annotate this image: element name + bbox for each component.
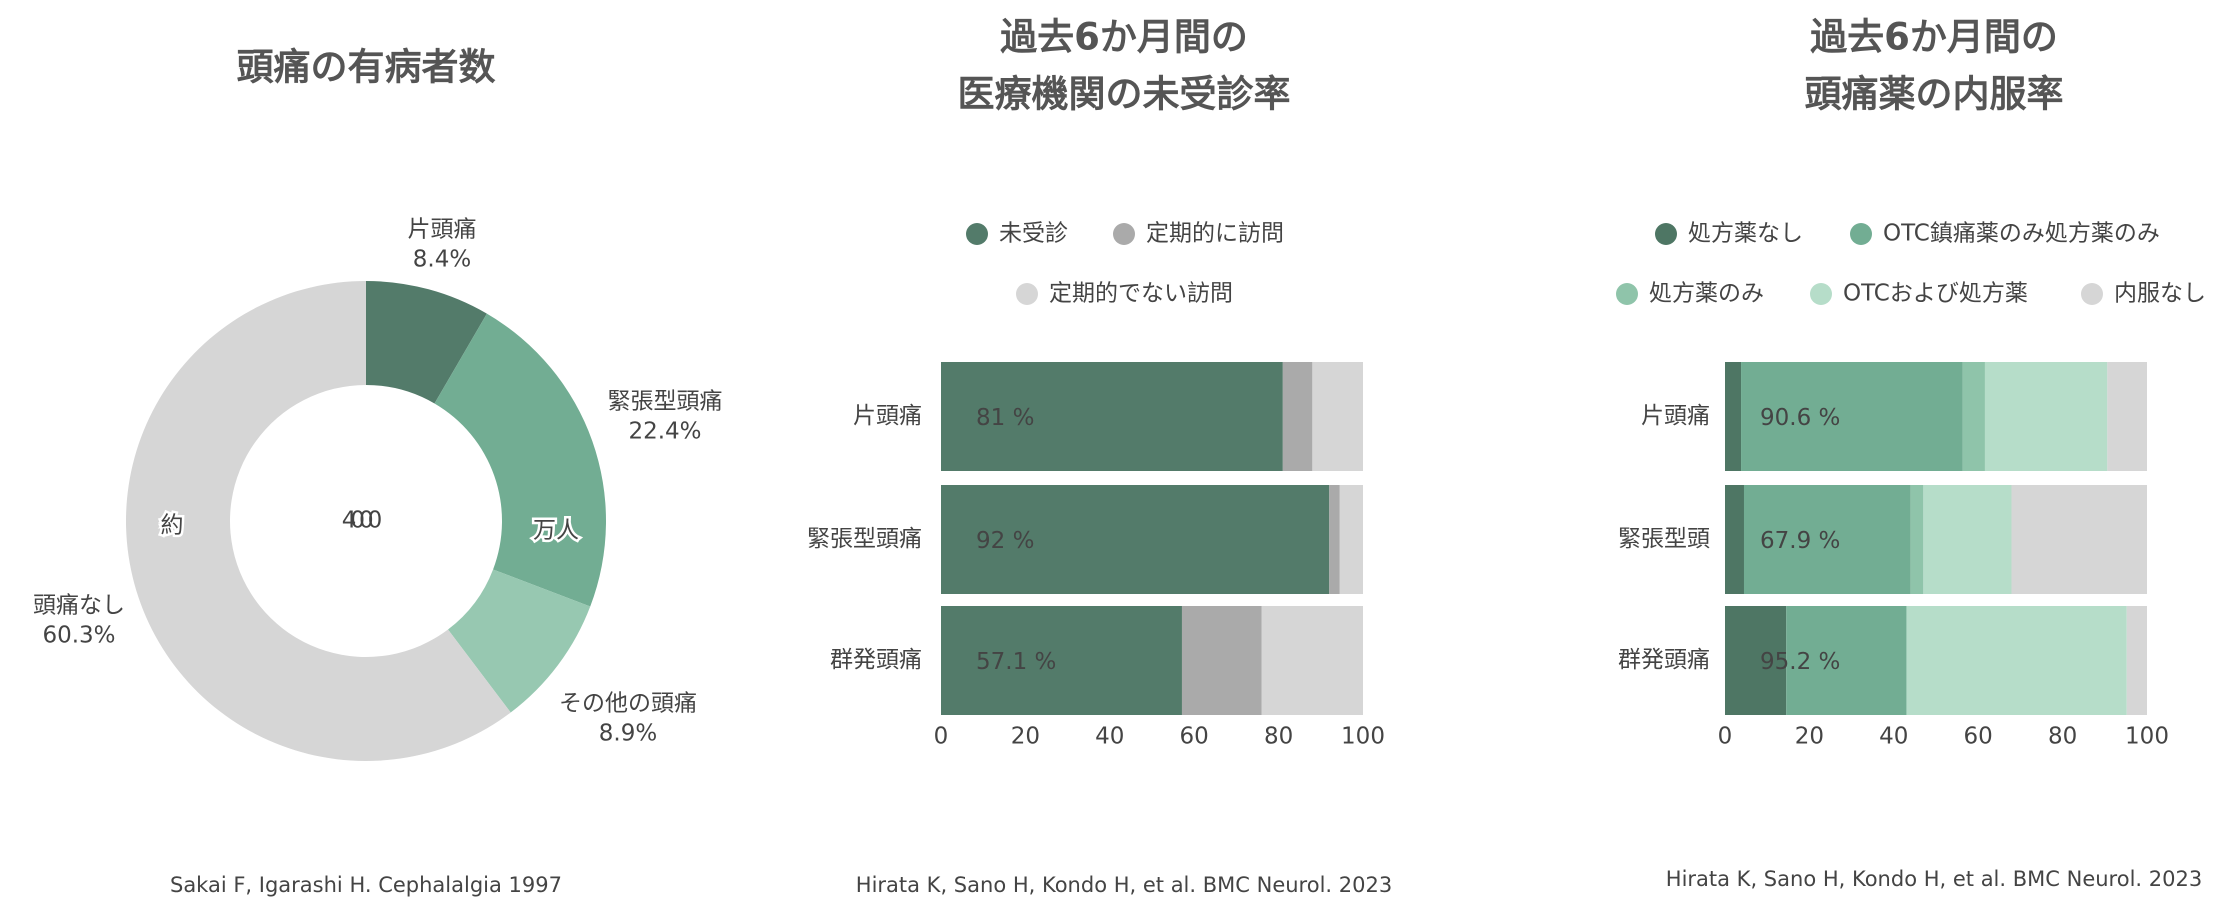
legend-marker (1113, 223, 1135, 245)
legend-label: 定期的に訪問 (1146, 221, 1284, 247)
donut-slice (434, 313, 606, 607)
chart-title: 頭痛薬の内服率 (1805, 73, 2064, 116)
bar-segment (1910, 485, 1924, 594)
x-tick-label: 100 (1341, 724, 1385, 750)
x-tick-label: 40 (1879, 724, 1908, 750)
bar-segment (1786, 606, 1907, 715)
value-label: 81 % (976, 405, 1034, 431)
bar-segment (1725, 362, 1742, 471)
category-label: 緊張型頭 (1618, 526, 1710, 552)
legend-label: 処方薬のみ (1649, 281, 1764, 307)
x-tick-label: 0 (934, 724, 949, 750)
x-tick-label: 60 (1964, 724, 1993, 750)
bar-segment (941, 606, 1182, 715)
chart-title: 頭痛の有病者数 (237, 46, 496, 89)
annotation: 67.9 % (1760, 528, 1840, 554)
annotation: 95.2 % (1760, 649, 1840, 675)
slice-label: 頭痛なし (33, 593, 125, 619)
x-tick-label: 80 (2048, 724, 2077, 750)
bar-segment (1743, 485, 1911, 594)
bar-segment (1906, 606, 2127, 715)
legend-marker (966, 223, 988, 245)
bar-segment (1261, 606, 1363, 715)
center-text: 4000 (342, 508, 382, 534)
x-tick-label: 0 (1718, 724, 1733, 750)
bar-segment (1329, 485, 1340, 594)
legend-marker (1850, 223, 1872, 245)
x-tick-label: 100 (2125, 724, 2169, 750)
bar-segment (2011, 485, 2147, 594)
bar-segment (1181, 606, 1262, 715)
slice-value: 8.9% (599, 721, 657, 747)
bar-segment (941, 485, 1330, 594)
category-label: 群発頭痛 (1618, 647, 1710, 673)
legend-label: OTCおよび処方薬 (1843, 281, 2028, 307)
slice-value: 8.4% (413, 247, 471, 273)
slice-value: 22.4% (628, 419, 701, 445)
x-tick-label: 40 (1095, 724, 1124, 750)
bar-segment (1962, 362, 1985, 471)
legend-label: 定期的でない訪問 (1049, 281, 1233, 307)
source: Hirata K, Sano H, Kondo H, et al. BMC Ne… (1666, 867, 2202, 891)
legend-label: 処方薬なし (1688, 221, 1803, 247)
x-tick-label: 60 (1180, 724, 1209, 750)
bar-segment (1282, 362, 1313, 471)
bar-segment (1312, 362, 1363, 471)
category-label: 群発頭痛 (830, 647, 922, 673)
legend-label: 未受診 (999, 221, 1068, 247)
chart-title: 過去6か月間の (1000, 16, 1248, 59)
value-label: 57.1 % (976, 649, 1056, 675)
legend-marker (1655, 223, 1677, 245)
bar-segment (1339, 485, 1363, 594)
donut-slice (126, 281, 511, 761)
category-label: 片頭痛 (853, 403, 922, 429)
chart-title: 医療機関の未受診率 (958, 73, 1291, 116)
bar-segment (2107, 362, 2147, 471)
category-label: 緊張型頭痛 (807, 526, 922, 552)
slice-label: 片頭痛 (408, 217, 477, 243)
bar-segment (2126, 606, 2147, 715)
donut-slice (447, 569, 591, 713)
source: Sakai F, Igarashi H. Cephalalgia 1997 (170, 873, 562, 897)
center-text: 万人 (533, 518, 579, 544)
bar-segment (1984, 362, 2108, 471)
center-text: 約 (161, 513, 184, 539)
bar-segment (1741, 362, 1963, 471)
bar-segment (1725, 485, 1744, 594)
legend-marker (2081, 283, 2103, 305)
bar-segment (1923, 485, 2012, 594)
slice-label: その他の頭痛 (559, 691, 697, 717)
legend-marker (1016, 283, 1038, 305)
bar-segment (1725, 606, 1787, 715)
x-tick-label: 20 (1011, 724, 1040, 750)
bar-segment (941, 362, 1283, 471)
source: Hirata K, Sano H, Kondo H, et al. BMC Ne… (856, 873, 1392, 897)
legend-marker (1810, 283, 1832, 305)
annotation: 90.6 % (1760, 405, 1840, 431)
x-tick-label: 20 (1795, 724, 1824, 750)
slice-value: 60.3% (42, 623, 115, 649)
donut-slice (366, 281, 487, 404)
legend-label: OTC鎮痛薬のみ処方薬のみ (1883, 221, 2160, 247)
slice-label: 緊張型頭痛 (608, 389, 723, 415)
category-label: 片頭痛 (1641, 403, 1710, 429)
chart-title: 過去6か月間の (1810, 16, 2058, 59)
x-tick-label: 80 (1264, 724, 1293, 750)
legend-marker (1616, 283, 1638, 305)
legend-label: 内服なし (2114, 281, 2206, 307)
value-label: 92 % (976, 528, 1034, 554)
